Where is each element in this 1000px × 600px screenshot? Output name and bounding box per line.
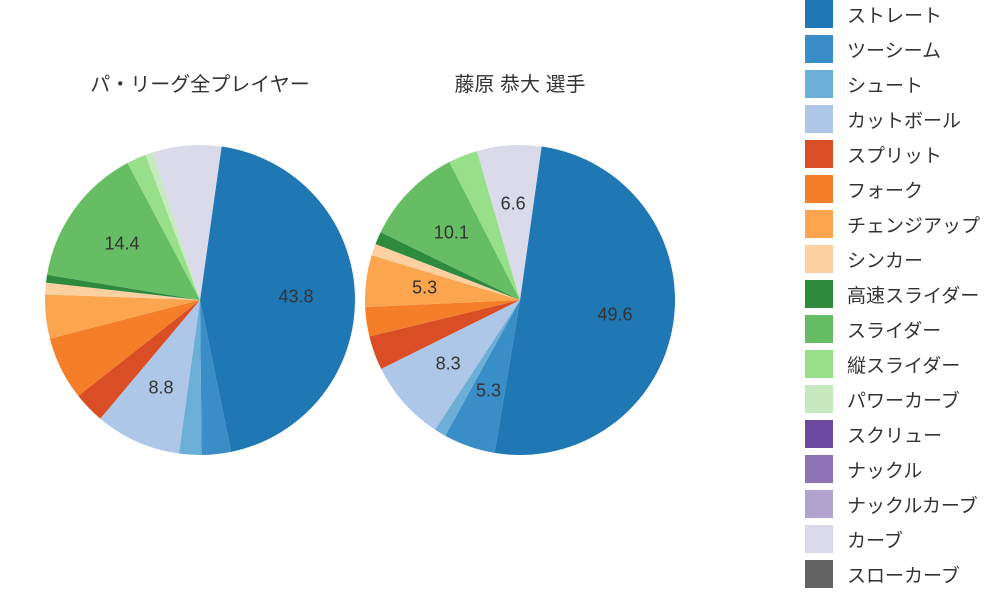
- legend-swatch: [805, 490, 833, 518]
- legend-item: スローカーブ: [805, 562, 980, 586]
- legend-label: スライダー: [847, 316, 941, 343]
- legend-swatch: [805, 280, 833, 308]
- legend-item: 縦スライダー: [805, 352, 980, 376]
- slice-value-label: 5.3: [476, 380, 501, 401]
- legend-swatch: [805, 105, 833, 133]
- legend-swatch: [805, 315, 833, 343]
- legend-label: 高速スライダー: [847, 281, 979, 308]
- legend-swatch: [805, 525, 833, 553]
- legend: ストレートツーシームシュートカットボールスプリットフォークチェンジアップシンカー…: [805, 2, 980, 597]
- legend-item: カットボール: [805, 107, 980, 131]
- slice-value-label: 49.6: [597, 304, 632, 325]
- legend-swatch: [805, 245, 833, 273]
- legend-label: チェンジアップ: [847, 211, 980, 238]
- legend-item: カーブ: [805, 527, 980, 551]
- legend-label: カットボール: [847, 106, 961, 133]
- legend-item: スクリュー: [805, 422, 980, 446]
- legend-label: ナックル: [847, 456, 922, 483]
- chart-title: パ・リーグ全プレイヤー: [50, 68, 350, 97]
- slice-value-label: 43.8: [279, 286, 314, 307]
- legend-item: ナックル: [805, 457, 980, 481]
- legend-swatch: [805, 0, 833, 28]
- legend-swatch: [805, 35, 833, 63]
- legend-item: ナックルカーブ: [805, 492, 980, 516]
- legend-item: チェンジアップ: [805, 212, 980, 236]
- legend-label: 縦スライダー: [847, 351, 960, 378]
- legend-item: シンカー: [805, 247, 980, 271]
- slice-value-label: 8.3: [436, 353, 461, 374]
- legend-label: ストレート: [847, 1, 942, 28]
- chart-stage: 43.8 8.8 14.4 パ・リーグ全プレイヤー 49.6 5.3 8.3 5.3 10.1 6…: [0, 0, 1000, 600]
- legend-label: シュート: [847, 71, 923, 98]
- legend-label: シンカー: [847, 246, 923, 273]
- slice-value-label: 10.1: [434, 222, 469, 243]
- slice-value-label: 6.6: [501, 194, 526, 215]
- slice-value-label: 14.4: [104, 233, 139, 254]
- legend-item: ストレート: [805, 2, 980, 26]
- legend-item: フォーク: [805, 177, 980, 201]
- slice-value-label: 8.8: [149, 377, 174, 398]
- legend-label: スローカーブ: [847, 561, 960, 588]
- legend-swatch: [805, 455, 833, 483]
- legend-item: 高速スライダー: [805, 282, 980, 306]
- legend-item: スライダー: [805, 317, 980, 341]
- legend-item: シュート: [805, 72, 980, 96]
- chart-title: 藤原 恭大 選手: [370, 68, 670, 97]
- legend-swatch: [805, 210, 833, 238]
- legend-label: パワーカーブ: [847, 386, 960, 413]
- legend-label: スプリット: [847, 141, 942, 168]
- legend-swatch: [805, 420, 833, 448]
- legend-label: カーブ: [847, 526, 903, 553]
- legend-swatch: [805, 175, 833, 203]
- slice-value-label: 5.3: [412, 278, 437, 299]
- legend-swatch: [805, 350, 833, 378]
- legend-swatch: [805, 140, 833, 168]
- legend-item: ツーシーム: [805, 37, 980, 61]
- legend-swatch: [805, 560, 833, 588]
- legend-label: スクリュー: [847, 421, 942, 448]
- pie-chart: [365, 145, 675, 455]
- legend-swatch: [805, 385, 833, 413]
- pie-slice: [200, 147, 355, 452]
- legend-label: ツーシーム: [847, 36, 941, 63]
- legend-label: フォーク: [847, 176, 923, 203]
- legend-swatch: [805, 70, 833, 98]
- legend-label: ナックルカーブ: [847, 491, 978, 518]
- legend-item: パワーカーブ: [805, 387, 980, 411]
- legend-item: スプリット: [805, 142, 980, 166]
